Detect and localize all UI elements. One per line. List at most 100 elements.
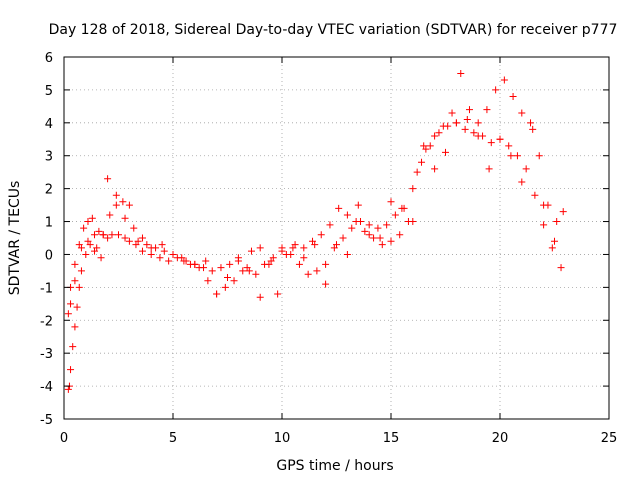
data-point xyxy=(130,224,138,232)
data-point xyxy=(138,234,146,242)
data-point xyxy=(531,191,539,199)
data-point xyxy=(348,224,356,232)
y-tick-label: 3 xyxy=(45,150,53,165)
series-track-b xyxy=(64,69,567,318)
data-point xyxy=(125,237,133,245)
y-tick-label: 0 xyxy=(45,248,53,263)
data-point xyxy=(112,201,120,209)
data-point xyxy=(71,323,79,331)
data-point xyxy=(474,132,482,140)
data-point xyxy=(156,254,164,262)
data-point xyxy=(442,148,449,156)
data-point xyxy=(540,221,548,229)
data-point xyxy=(439,122,447,130)
data-point xyxy=(339,234,347,242)
data-point xyxy=(500,76,508,84)
data-point xyxy=(553,218,561,226)
data-point xyxy=(507,152,515,160)
data-point xyxy=(217,264,225,272)
data-point xyxy=(485,165,493,173)
data-point xyxy=(88,214,96,222)
data-point xyxy=(138,247,146,255)
data-point xyxy=(106,211,114,219)
data-point xyxy=(104,234,112,242)
data-point xyxy=(95,227,103,235)
data-point xyxy=(84,237,92,245)
data-point xyxy=(304,270,312,278)
data-point xyxy=(245,267,253,275)
data-point xyxy=(361,227,369,235)
data-point xyxy=(557,264,565,272)
data-point xyxy=(143,241,151,249)
data-point xyxy=(391,211,399,219)
data-point xyxy=(409,185,417,193)
data-point xyxy=(247,247,255,255)
data-point xyxy=(64,385,72,393)
data-point xyxy=(513,152,521,160)
data-point xyxy=(461,125,469,133)
data-point xyxy=(540,201,548,209)
data-point xyxy=(84,218,92,226)
data-point xyxy=(169,250,177,258)
data-point xyxy=(398,204,406,212)
data-point xyxy=(352,218,360,226)
x-tick-label: 20 xyxy=(492,431,509,446)
data-point xyxy=(431,165,439,173)
data-point xyxy=(256,293,264,301)
data-point xyxy=(71,260,79,268)
y-tick-label: 6 xyxy=(45,51,53,66)
data-point xyxy=(496,135,504,143)
data-point xyxy=(115,231,122,239)
y-tick-label: 4 xyxy=(45,117,53,132)
data-point xyxy=(234,254,242,262)
data-point xyxy=(300,254,308,262)
data-point xyxy=(180,257,188,265)
data-point xyxy=(457,69,465,77)
data-point xyxy=(208,267,216,275)
data-point xyxy=(195,264,203,272)
y-tick-label: 5 xyxy=(45,84,53,99)
data-point xyxy=(119,198,127,206)
data-point xyxy=(313,267,321,275)
data-point xyxy=(370,234,378,242)
data-point xyxy=(322,260,330,268)
x-tick-label: 0 xyxy=(60,431,68,446)
data-point xyxy=(487,139,495,147)
data-point xyxy=(396,231,404,239)
data-point xyxy=(420,142,428,150)
data-point xyxy=(383,221,391,229)
x-tick-label: 5 xyxy=(169,431,177,446)
data-point xyxy=(374,224,382,232)
data-point xyxy=(535,152,543,160)
data-point xyxy=(365,221,373,229)
data-point xyxy=(326,221,334,229)
data-point xyxy=(239,267,247,275)
data-point xyxy=(413,168,421,176)
data-point xyxy=(335,204,343,212)
data-point xyxy=(409,218,417,226)
data-point xyxy=(448,109,456,117)
data-point xyxy=(77,267,85,275)
data-point xyxy=(274,290,282,298)
data-point xyxy=(282,250,290,258)
data-point xyxy=(559,208,567,216)
data-point xyxy=(147,250,155,258)
data-point xyxy=(474,119,482,127)
x-tick-label: 10 xyxy=(274,431,291,446)
data-point xyxy=(147,244,155,252)
data-point xyxy=(431,132,439,140)
data-point xyxy=(91,247,99,255)
data-point xyxy=(82,250,90,258)
data-point xyxy=(548,244,556,252)
data-point xyxy=(505,142,513,150)
data-point xyxy=(134,237,142,245)
data-point xyxy=(226,260,234,268)
gridlines xyxy=(64,57,609,419)
data-points xyxy=(64,69,567,393)
data-point xyxy=(165,257,173,265)
data-point xyxy=(256,244,264,252)
data-point xyxy=(343,250,351,258)
data-point xyxy=(67,366,75,374)
plot-frame xyxy=(63,56,610,420)
axis-ticks xyxy=(63,56,610,420)
